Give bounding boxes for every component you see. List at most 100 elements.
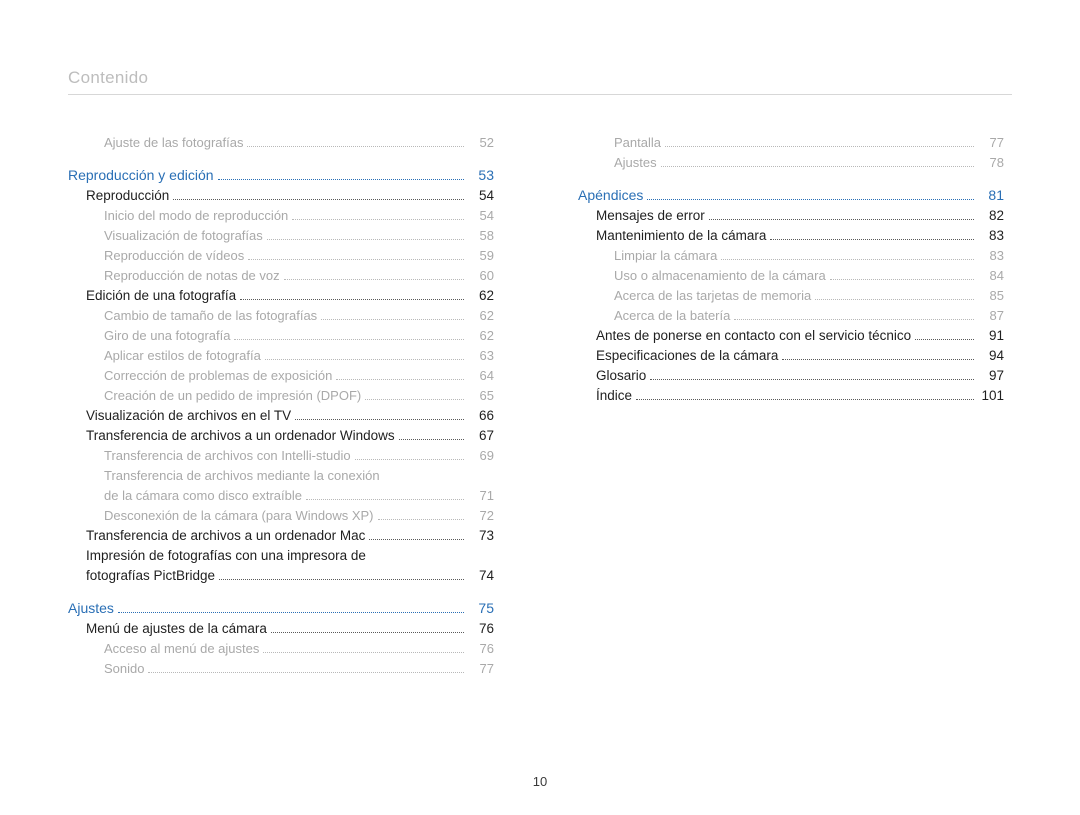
- toc-entry: Reproducción de vídeos59: [68, 248, 494, 263]
- toc-entry: Creación de un pedido de impresión (DPOF…: [68, 388, 494, 403]
- page-number: 10: [0, 774, 1080, 789]
- toc-page: 87: [978, 308, 1004, 323]
- toc-entry: Transferencia de archivos a un ordenador…: [68, 428, 494, 443]
- toc-page: 83: [978, 248, 1004, 263]
- toc-leader: [321, 312, 464, 320]
- toc-entry: Reproducción y edición53: [68, 167, 494, 183]
- toc-entry: Mantenimiento de la cámara 83: [578, 228, 1004, 243]
- toc-label: Apéndices: [578, 187, 643, 203]
- toc-entry: Glosario 97: [578, 368, 1004, 383]
- toc-entry: Ajustes78: [578, 155, 1004, 170]
- toc-leader: [265, 352, 464, 360]
- toc-label: Menú de ajustes de la cámara: [86, 621, 267, 636]
- toc-label: Especificaciones de la cámara: [596, 348, 778, 363]
- toc-leader: [173, 192, 464, 200]
- toc-entry: Mensajes de error 82: [578, 208, 1004, 223]
- toc-page: 63: [468, 348, 494, 363]
- toc-label: Índice: [596, 388, 632, 403]
- toc-leader: [661, 159, 974, 167]
- toc-page: 83: [978, 228, 1004, 243]
- toc-entry: Transferencia de archivos con Intelli-st…: [68, 448, 494, 463]
- toc-leader: [234, 332, 464, 340]
- toc-page: 76: [468, 641, 494, 656]
- toc-page: 64: [468, 368, 494, 383]
- toc-leader: [284, 272, 464, 280]
- toc-entry: Transferencia de archivos a un ordenador…: [68, 528, 494, 543]
- toc-entry: Corrección de problemas de exposición 64: [68, 368, 494, 383]
- toc-leader: [636, 392, 974, 400]
- toc-page: 84: [978, 268, 1004, 283]
- toc-leader: [770, 232, 974, 240]
- toc-label: Visualización de fotografías: [104, 228, 263, 243]
- toc-leader: [247, 139, 464, 147]
- toc-leader: [218, 172, 464, 180]
- toc-page: 60: [468, 268, 494, 283]
- toc-label: Corrección de problemas de exposición: [104, 368, 332, 383]
- toc-page: 59: [468, 248, 494, 263]
- toc-gap: [578, 175, 1004, 187]
- toc-label: Mensajes de error: [596, 208, 705, 223]
- toc-entry: Acerca de la batería87: [578, 308, 1004, 323]
- toc-label: Giro de una fotografía: [104, 328, 230, 343]
- page-header: Contenido: [68, 68, 1012, 95]
- toc-page: 72: [468, 508, 494, 523]
- toc-label: Pantalla: [614, 135, 661, 150]
- toc-label: Cambio de tamaño de las fotografías: [104, 308, 317, 323]
- toc-page: 69: [468, 448, 494, 463]
- toc-label: Transferencia de archivos mediante la co…: [104, 468, 380, 483]
- toc-label: Antes de ponerse en contacto con el serv…: [596, 328, 911, 343]
- toc-label: Visualización de archivos en el TV: [86, 408, 291, 423]
- toc-page: 76: [468, 621, 494, 636]
- toc-label: Transferencia de archivos a un ordenador…: [86, 528, 365, 543]
- toc-page: 62: [468, 308, 494, 323]
- toc-label: Mantenimiento de la cámara: [596, 228, 766, 243]
- toc-leader: [721, 252, 974, 260]
- toc-leader: [365, 392, 464, 400]
- toc-page: 97: [978, 368, 1004, 383]
- toc-page: 82: [978, 208, 1004, 223]
- toc-column-right: Pantalla 77 Ajustes78 Apéndices 81 Mensajes d…: [578, 135, 1004, 681]
- header-rule: [68, 94, 1012, 95]
- toc-entry: Sonido77: [68, 661, 494, 676]
- toc-label: Desconexión de la cámara (para Windows X…: [104, 508, 374, 523]
- toc-label: de la cámara como disco extraíble: [104, 488, 302, 503]
- toc-leader: [782, 352, 974, 360]
- header-title: Contenido: [68, 68, 1012, 88]
- toc-label: Aplicar estilos de fotografía: [104, 348, 261, 363]
- toc-leader: [306, 492, 464, 500]
- toc-entry: Visualización de fotografías 58: [68, 228, 494, 243]
- toc-label: Acceso al menú de ajustes: [104, 641, 259, 656]
- toc-label: Transferencia de archivos a un ordenador…: [86, 428, 395, 443]
- toc-leader: [830, 272, 974, 280]
- toc-entry: Limpiar la cámara 83: [578, 248, 1004, 263]
- toc-page: 66: [468, 408, 494, 423]
- toc-entry-continuation: Transferencia de archivos mediante la co…: [68, 468, 494, 483]
- toc-page: 78: [978, 155, 1004, 170]
- toc-label: Ajuste de las fotografías: [104, 135, 243, 150]
- toc-entry: Giro de una fotografía 62: [68, 328, 494, 343]
- toc-leader: [815, 292, 974, 300]
- toc-entry: Visualización de archivos en el TV 66: [68, 408, 494, 423]
- toc-entry: Cambio de tamaño de las fotografías 62: [68, 308, 494, 323]
- toc-leader: [336, 372, 464, 380]
- toc-entry: Inicio del modo de reproducción54: [68, 208, 494, 223]
- toc-page: 58: [468, 228, 494, 243]
- toc-label: Limpiar la cámara: [614, 248, 717, 263]
- toc-leader: [709, 212, 974, 220]
- toc-leader: [650, 372, 974, 380]
- toc-page: 67: [468, 428, 494, 443]
- toc-leader: [295, 412, 464, 420]
- toc-page: 81: [978, 187, 1004, 203]
- toc-page: 62: [468, 328, 494, 343]
- toc-label: Glosario: [596, 368, 646, 383]
- toc-leader: [240, 292, 464, 300]
- toc-leader: [263, 645, 464, 653]
- toc-leader: [148, 665, 464, 673]
- toc-label: Reproducción de notas de voz: [104, 268, 280, 283]
- toc-page: 73: [468, 528, 494, 543]
- toc-page: 101: [978, 388, 1004, 403]
- toc-label: Reproducción: [86, 188, 169, 203]
- toc-page: 77: [978, 135, 1004, 150]
- toc-page: 53: [468, 167, 494, 183]
- toc-entry: Índice 101: [578, 388, 1004, 403]
